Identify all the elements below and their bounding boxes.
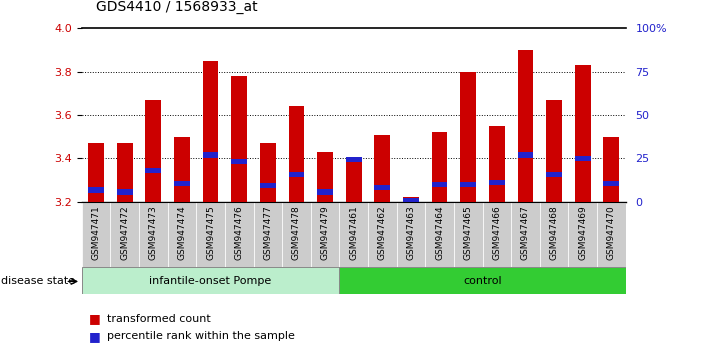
Bar — [339, 202, 368, 267]
Bar — [231, 159, 247, 164]
Bar — [196, 202, 225, 267]
Bar — [260, 143, 276, 202]
Text: GSM947470: GSM947470 — [607, 205, 616, 260]
Bar — [88, 143, 104, 202]
Bar — [375, 185, 390, 190]
Bar — [403, 198, 419, 202]
Bar — [397, 202, 425, 267]
Bar — [203, 153, 218, 158]
Bar — [225, 202, 254, 267]
Bar — [546, 172, 562, 177]
Bar — [518, 153, 533, 158]
Bar — [597, 202, 626, 267]
Bar — [432, 182, 447, 187]
Bar — [575, 65, 591, 202]
Bar — [489, 179, 505, 185]
Bar — [604, 137, 619, 202]
Bar — [317, 189, 333, 195]
Bar — [174, 137, 190, 202]
Bar — [454, 202, 483, 267]
Bar — [146, 168, 161, 173]
Bar — [139, 202, 168, 267]
Bar — [168, 202, 196, 267]
Text: GSM947463: GSM947463 — [407, 205, 415, 260]
Bar — [146, 100, 161, 202]
Bar — [311, 202, 339, 267]
Text: control: control — [464, 275, 502, 286]
Bar — [604, 181, 619, 186]
Bar — [82, 202, 110, 267]
Text: GSM947469: GSM947469 — [578, 205, 587, 260]
Bar — [483, 202, 511, 267]
Text: GSM947462: GSM947462 — [378, 205, 387, 260]
Bar — [203, 61, 218, 202]
Bar — [174, 181, 190, 186]
Text: GSM947477: GSM947477 — [263, 205, 272, 260]
Text: GSM947473: GSM947473 — [149, 205, 158, 260]
Bar — [575, 156, 591, 161]
Bar — [460, 182, 476, 187]
Bar — [339, 267, 626, 294]
Text: GSM947472: GSM947472 — [120, 205, 129, 260]
Bar — [425, 202, 454, 267]
Bar — [254, 202, 282, 267]
Bar — [117, 143, 132, 202]
Text: GDS4410 / 1568933_at: GDS4410 / 1568933_at — [96, 0, 257, 14]
Bar — [460, 72, 476, 202]
Text: ■: ■ — [89, 330, 101, 343]
Text: percentile rank within the sample: percentile rank within the sample — [107, 331, 294, 341]
Bar — [88, 187, 104, 193]
Bar — [289, 172, 304, 177]
Bar — [568, 202, 597, 267]
Bar — [540, 202, 568, 267]
Bar — [282, 202, 311, 267]
Bar — [546, 100, 562, 202]
Text: transformed count: transformed count — [107, 314, 210, 324]
Bar — [289, 106, 304, 202]
Text: GSM947465: GSM947465 — [464, 205, 473, 260]
Bar — [110, 202, 139, 267]
Bar — [260, 183, 276, 188]
Text: GSM947464: GSM947464 — [435, 205, 444, 260]
Bar — [346, 157, 362, 162]
Bar — [317, 152, 333, 202]
Bar — [82, 267, 339, 294]
Text: GSM947476: GSM947476 — [235, 205, 244, 260]
Text: disease state: disease state — [1, 276, 75, 286]
Bar — [117, 189, 132, 195]
Text: GSM947475: GSM947475 — [206, 205, 215, 260]
Text: GSM947467: GSM947467 — [521, 205, 530, 260]
Bar — [403, 198, 419, 204]
Bar — [375, 135, 390, 202]
Bar — [346, 159, 362, 202]
Text: GSM947478: GSM947478 — [292, 205, 301, 260]
Text: GSM947461: GSM947461 — [349, 205, 358, 260]
Bar — [231, 76, 247, 202]
Bar — [489, 126, 505, 202]
Text: GSM947474: GSM947474 — [178, 205, 186, 260]
Text: GSM947471: GSM947471 — [92, 205, 100, 260]
Text: GSM947468: GSM947468 — [550, 205, 559, 260]
Text: GSM947466: GSM947466 — [492, 205, 501, 260]
Bar — [368, 202, 397, 267]
Text: GSM947479: GSM947479 — [321, 205, 330, 260]
Text: ■: ■ — [89, 312, 101, 325]
Bar — [511, 202, 540, 267]
Bar — [518, 50, 533, 202]
Bar — [432, 132, 447, 202]
Text: infantile-onset Pompe: infantile-onset Pompe — [149, 275, 272, 286]
